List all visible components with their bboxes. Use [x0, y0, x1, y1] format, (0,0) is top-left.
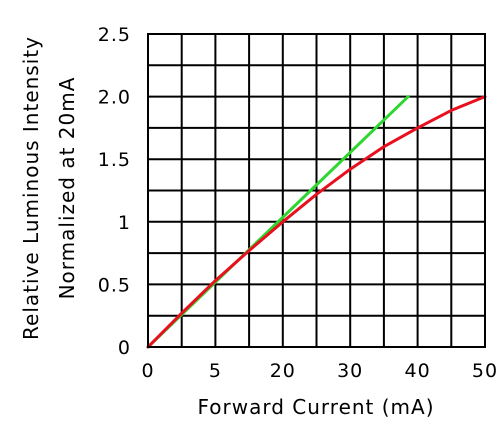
plot-frame — [147, 33, 486, 348]
y-tick-label: 0 — [118, 337, 131, 359]
y-tick-label: 2.0 — [98, 87, 131, 109]
y-axis-label-line-2: Normalized at 20mA — [55, 77, 79, 300]
x-tick-label: 5 — [209, 360, 222, 382]
x-tick-label: 50 — [472, 360, 498, 382]
y-tick-label: 1.5 — [98, 149, 131, 171]
y-tick-label: 0.5 — [98, 274, 131, 296]
y-tick-label: 2.5 — [98, 24, 131, 46]
x-tick-labels: 0 5 20 30 40 50 — [141, 360, 498, 382]
x-tick-label: 30 — [337, 360, 363, 382]
series-line-2 — [146, 95, 487, 349]
y-tick-label: 1 — [118, 212, 131, 234]
grid — [148, 34, 485, 347]
y-axis-label-line-1: Relative Luminous Intensity — [19, 36, 43, 340]
y-tick-labels: 0 0.5 1 1.5 2.0 2.5 — [98, 24, 131, 359]
x-tick-label: 0 — [141, 360, 154, 382]
series-lines — [146, 95, 487, 349]
x-tick-label: 20 — [270, 360, 296, 382]
x-tick-label: 40 — [405, 360, 431, 382]
x-axis-label: Forward Current (mA) — [197, 395, 434, 419]
